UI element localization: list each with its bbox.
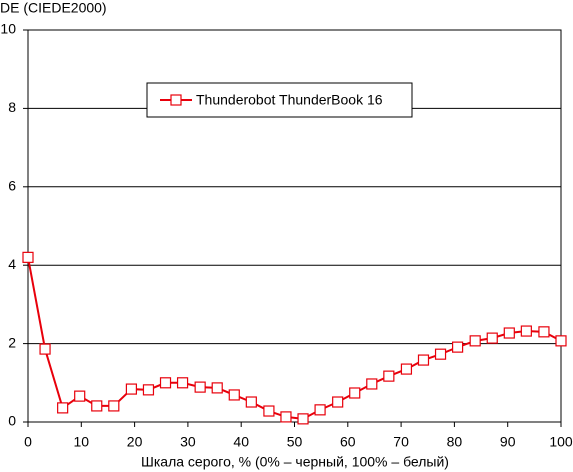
- x-tick-label: 90: [500, 434, 516, 450]
- data-point: [245, 396, 257, 408]
- data-point: [176, 377, 189, 389]
- data-point: [486, 332, 498, 344]
- data-point: [383, 370, 395, 382]
- data-point: [366, 378, 378, 390]
- data-point: [451, 341, 464, 353]
- data-point: [520, 325, 532, 337]
- data-point: [22, 251, 34, 263]
- x-tick-label: 20: [127, 434, 143, 450]
- data-point: [332, 396, 344, 408]
- data-point: [297, 413, 309, 425]
- y-tick-label: 10: [0, 21, 16, 37]
- x-tick-label: 100: [549, 434, 573, 450]
- x-tick-label: 50: [287, 434, 303, 450]
- y-tick-label: 6: [8, 178, 16, 194]
- series-line: [27, 257, 562, 420]
- legend-label: Thunderobot ThunderBook 16: [196, 92, 383, 108]
- data-point: [211, 382, 223, 394]
- x-tick-label: 60: [340, 434, 356, 450]
- y-tick-label: 8: [8, 99, 16, 115]
- data-point: [142, 384, 155, 396]
- data-point: [228, 389, 240, 401]
- data-point: [263, 405, 275, 417]
- x-axis-label: Шкала серого, % (0% – черный, 100% – бел…: [141, 454, 449, 470]
- data-point: [74, 390, 86, 402]
- data-point: [125, 383, 138, 395]
- x-tick-label: 40: [233, 434, 249, 450]
- y-tick-label: 4: [8, 256, 16, 272]
- data-point: [400, 363, 413, 375]
- plot-frame: [27, 29, 562, 423]
- data-point: [538, 326, 550, 338]
- data-point: [434, 348, 447, 360]
- data-point: [194, 381, 206, 393]
- data-point: [280, 411, 292, 423]
- x-tick-label: 80: [447, 434, 463, 450]
- data-point: [417, 354, 430, 366]
- data-point: [39, 343, 51, 355]
- x-tick-label: 10: [74, 434, 90, 450]
- y-tick-label: 0: [8, 413, 16, 429]
- data-point: [314, 404, 326, 416]
- x-tick-label: 30: [180, 434, 196, 450]
- y-axis-label: DE (CIEDE2000): [0, 0, 107, 16]
- data-point: [555, 335, 567, 347]
- data-point: [469, 335, 481, 347]
- x-tick-label: 0: [24, 434, 32, 450]
- data-point: [91, 400, 103, 412]
- data-point: [503, 327, 515, 339]
- x-tick-label: 70: [393, 434, 409, 450]
- data-point: [159, 377, 172, 389]
- data-point: [57, 402, 69, 414]
- data-point: [349, 387, 361, 399]
- legend-marker: [170, 94, 182, 106]
- y-tick-label: 2: [8, 334, 16, 350]
- data-point: [108, 400, 120, 412]
